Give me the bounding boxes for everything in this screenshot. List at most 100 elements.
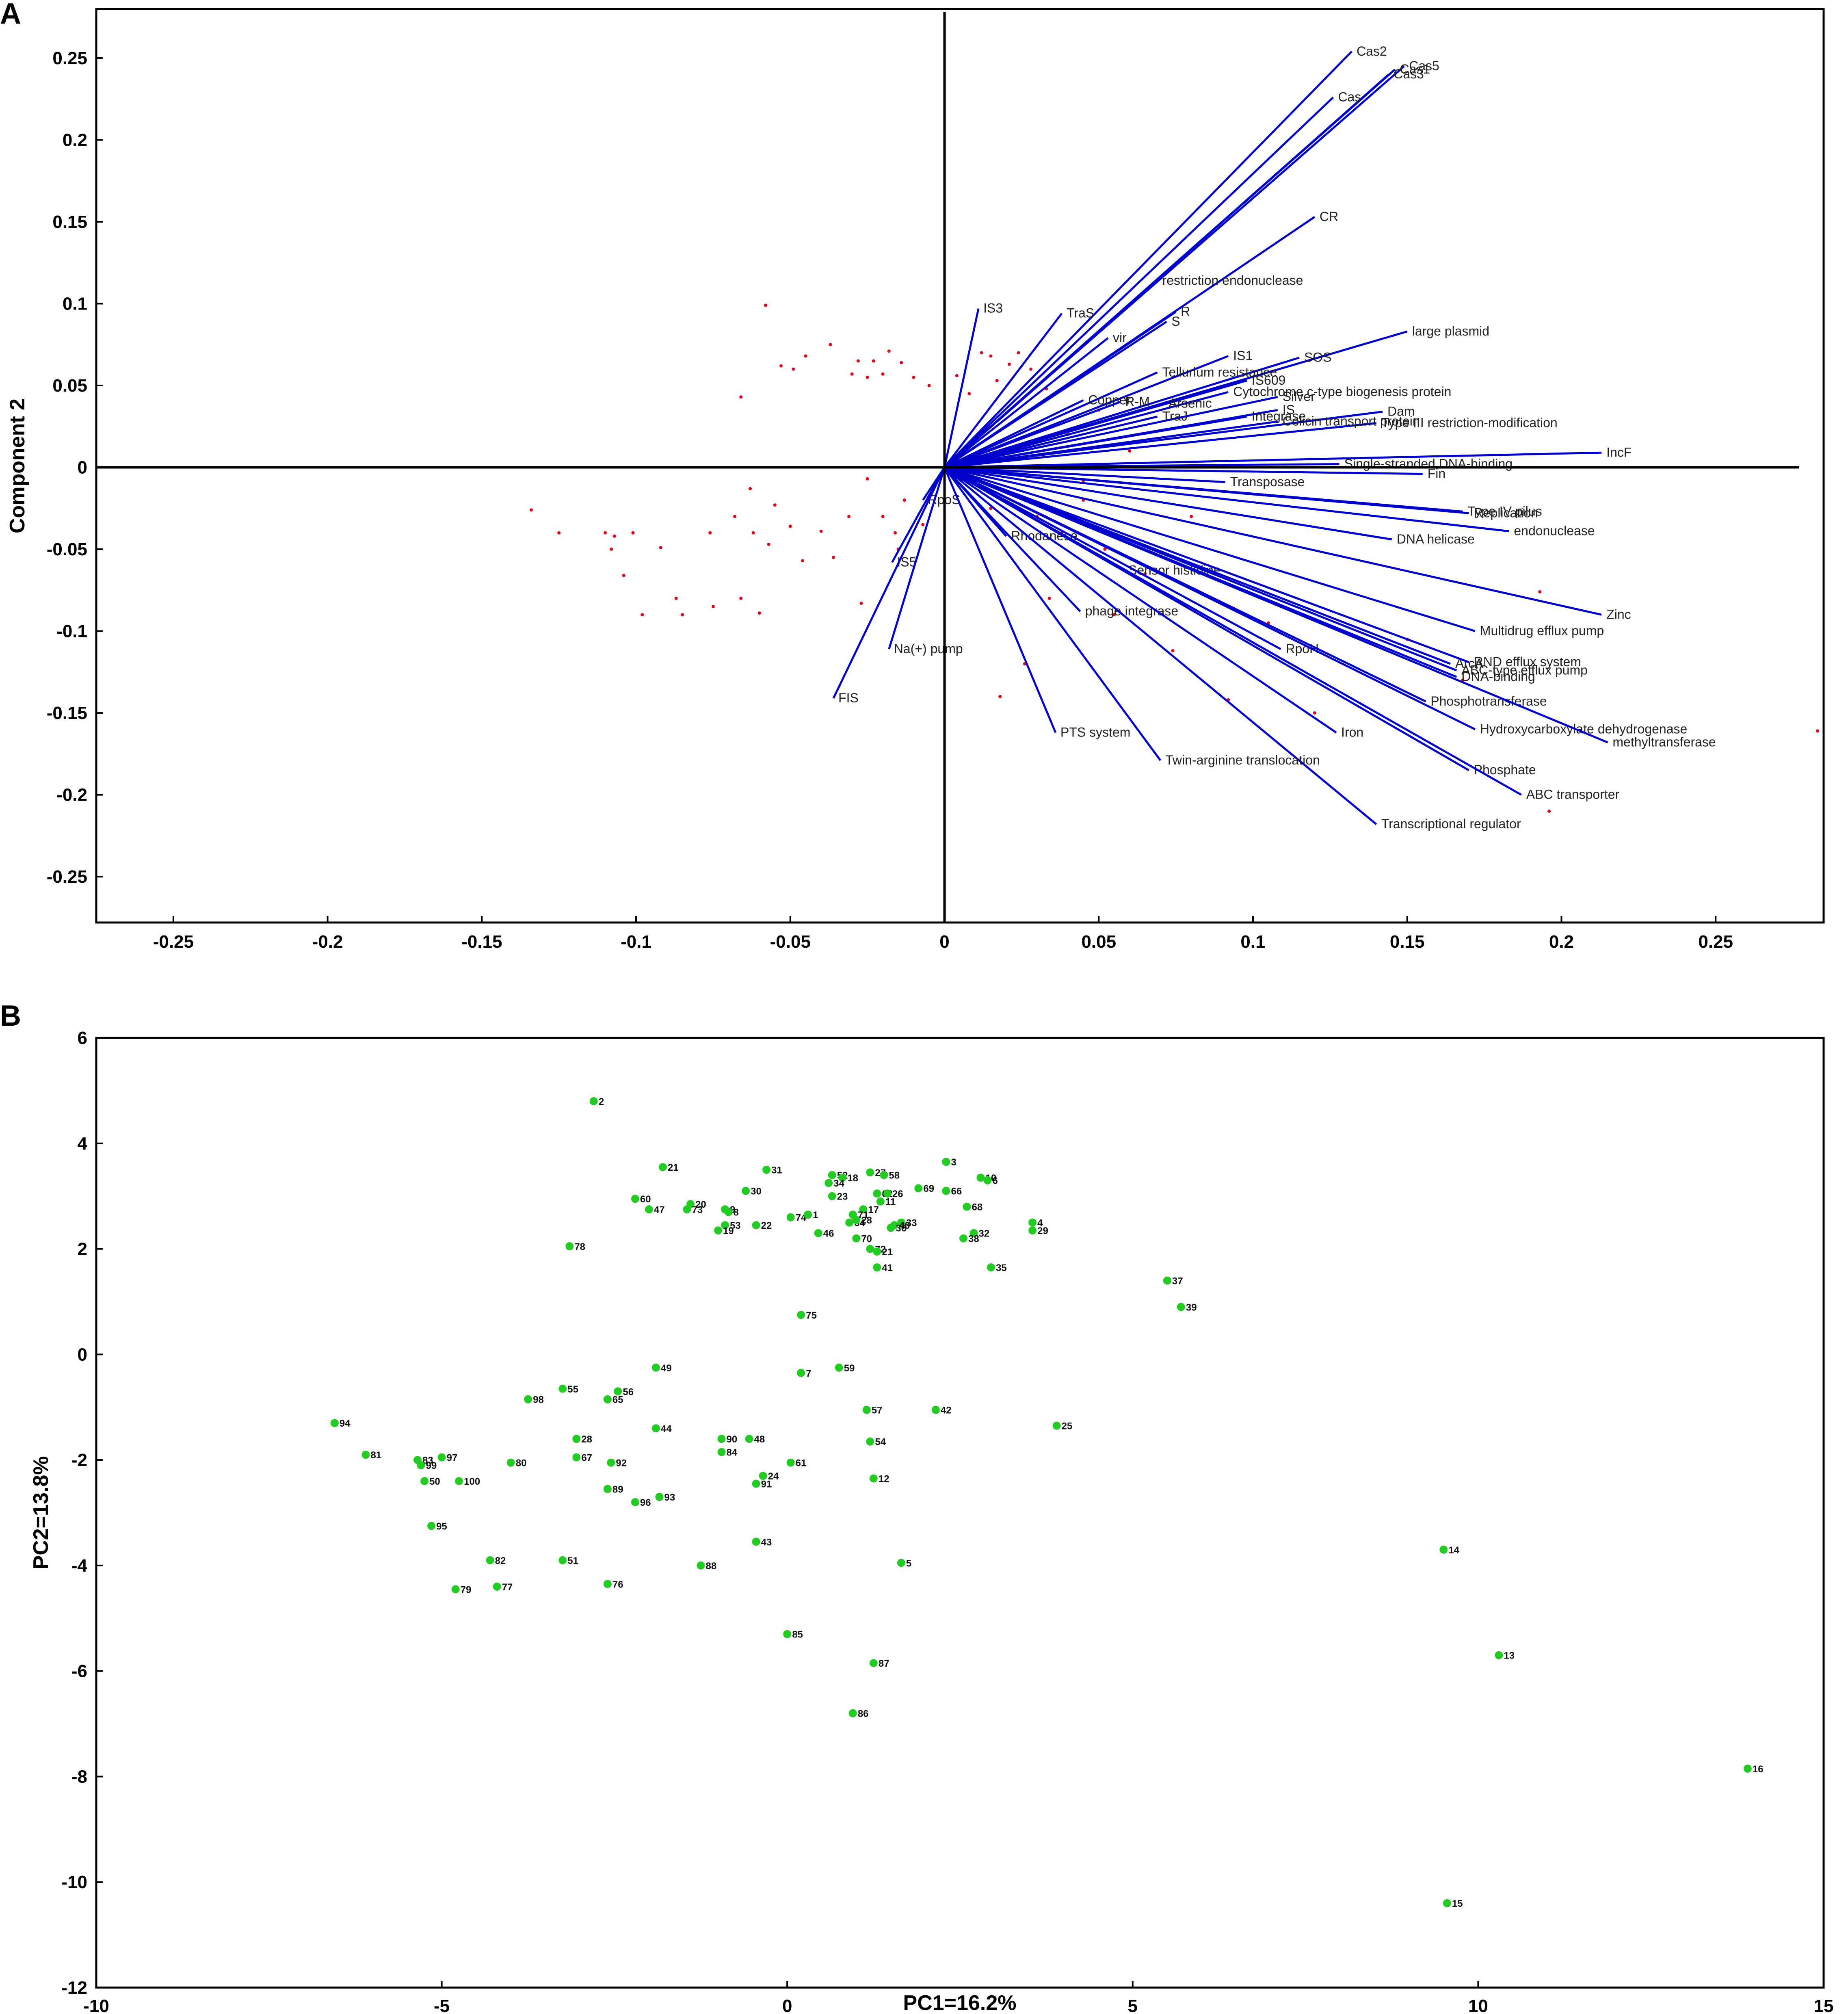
sample-label: 21 xyxy=(882,1247,893,1258)
observation-point xyxy=(829,343,832,346)
vector-label: TraS xyxy=(1067,306,1094,321)
sample-point xyxy=(565,1242,574,1251)
y-tick-label-a: -0.05 xyxy=(47,539,87,559)
x-tick-label-a: -0.2 xyxy=(312,932,343,952)
vector-label: RND efflux system xyxy=(1474,654,1581,669)
sample-point xyxy=(759,1472,767,1480)
observation-point xyxy=(887,349,891,353)
loading-vector xyxy=(943,51,1352,468)
observation-point xyxy=(773,503,777,507)
sample-point xyxy=(420,1477,429,1486)
sample-label: 3 xyxy=(951,1157,956,1168)
observation-point xyxy=(674,596,678,600)
observation-point xyxy=(751,531,755,535)
observation-point xyxy=(881,372,885,376)
loading-vector xyxy=(832,467,946,699)
observation-point xyxy=(788,524,792,528)
sample-label: 29 xyxy=(1037,1226,1048,1237)
loading-vector xyxy=(944,466,1602,616)
y-tick-label-b: -6 xyxy=(71,1661,87,1681)
sample-label: 34 xyxy=(833,1178,844,1189)
sample-label: 50 xyxy=(429,1476,440,1487)
sample-point xyxy=(1052,1421,1061,1430)
vector-label: IncF xyxy=(1606,445,1632,459)
sample-point xyxy=(786,1213,795,1221)
sample-point xyxy=(873,1247,881,1256)
observation-point xyxy=(749,487,752,490)
observation-point xyxy=(711,605,715,609)
observation-point xyxy=(612,534,616,538)
observation-point xyxy=(1047,596,1051,600)
y-tick-label-a: -0.25 xyxy=(47,867,87,887)
sample-point xyxy=(873,1189,881,1198)
sample-point xyxy=(866,1245,874,1253)
loading-vector xyxy=(944,466,1281,650)
panel-letter-b: B xyxy=(0,1000,21,1032)
observation-point xyxy=(866,375,869,379)
sample-label: 77 xyxy=(502,1582,513,1593)
observation-point xyxy=(1103,548,1107,551)
x-tick-label-a: -0.1 xyxy=(621,932,651,952)
sample-point xyxy=(558,1384,567,1393)
sample-label: 61 xyxy=(796,1458,807,1469)
observation-point xyxy=(1538,590,1542,593)
loading-vector xyxy=(944,399,1084,468)
loading-vector xyxy=(943,466,1377,825)
sample-label: 13 xyxy=(1504,1650,1515,1661)
observation-point xyxy=(1128,449,1132,453)
sample-point xyxy=(987,1263,995,1272)
sample-point xyxy=(824,1179,833,1187)
vector-label: SOS xyxy=(1304,350,1332,364)
sample-point xyxy=(572,1453,581,1462)
sample-label: 41 xyxy=(882,1263,893,1273)
sample-label: 48 xyxy=(754,1434,765,1445)
x-tick-label-b: -5 xyxy=(434,1996,450,2014)
sample-point xyxy=(645,1205,653,1214)
observation-point xyxy=(779,364,783,368)
x-tick-label-a: -0.25 xyxy=(153,932,194,952)
sample-label: 97 xyxy=(447,1453,458,1464)
observation-point xyxy=(1313,711,1316,715)
sample-label: 15 xyxy=(1452,1898,1463,1909)
sample-label: 11 xyxy=(885,1197,896,1208)
sample-point xyxy=(1177,1303,1185,1311)
x-tick-label-b: 5 xyxy=(1128,1996,1138,2014)
sample-point xyxy=(683,1205,691,1214)
sample-point xyxy=(437,1453,446,1462)
observation-point xyxy=(733,515,737,518)
sample-label: 19 xyxy=(723,1226,734,1237)
sample-label: 82 xyxy=(495,1555,506,1566)
observation-point xyxy=(708,531,712,535)
observation-point xyxy=(641,613,644,617)
x-tick-label-a: -0.05 xyxy=(770,932,811,952)
sample-point xyxy=(897,1559,905,1567)
sample-label: 38 xyxy=(968,1234,979,1245)
sample-label: 92 xyxy=(616,1458,627,1469)
vector-label: IS xyxy=(1283,402,1295,417)
sample-point xyxy=(969,1229,978,1237)
sample-point xyxy=(859,1205,868,1214)
vector-label: Cytochrome c-type biogenesis protein xyxy=(1233,384,1451,399)
loading-vector xyxy=(944,396,1278,468)
vector-label: Zinc xyxy=(1606,607,1631,622)
y-tick-label-a: 0.2 xyxy=(63,130,87,150)
x-tick-label-b: 0 xyxy=(782,1996,792,2014)
vector-label: Phosphotransferase xyxy=(1430,694,1547,708)
sample-label: 98 xyxy=(533,1395,544,1405)
panel-letter-a: A xyxy=(0,0,21,30)
sample-point xyxy=(486,1556,494,1564)
loading-vector xyxy=(944,466,1509,533)
vector-label: endonuclease xyxy=(1514,524,1595,538)
sample-label: 86 xyxy=(858,1709,869,1719)
sample-point xyxy=(852,1216,861,1224)
vector-label: Type IV pilus xyxy=(1467,504,1542,518)
sample-point xyxy=(651,1363,660,1372)
y-tick-label-b: 2 xyxy=(78,1239,87,1259)
sample-point xyxy=(880,1171,888,1179)
vector-label: Fin xyxy=(1428,466,1446,481)
x-tick-label-b: -10 xyxy=(83,1996,109,2014)
vector-label: Na(+) pump xyxy=(894,641,963,656)
observation-point xyxy=(980,351,983,355)
